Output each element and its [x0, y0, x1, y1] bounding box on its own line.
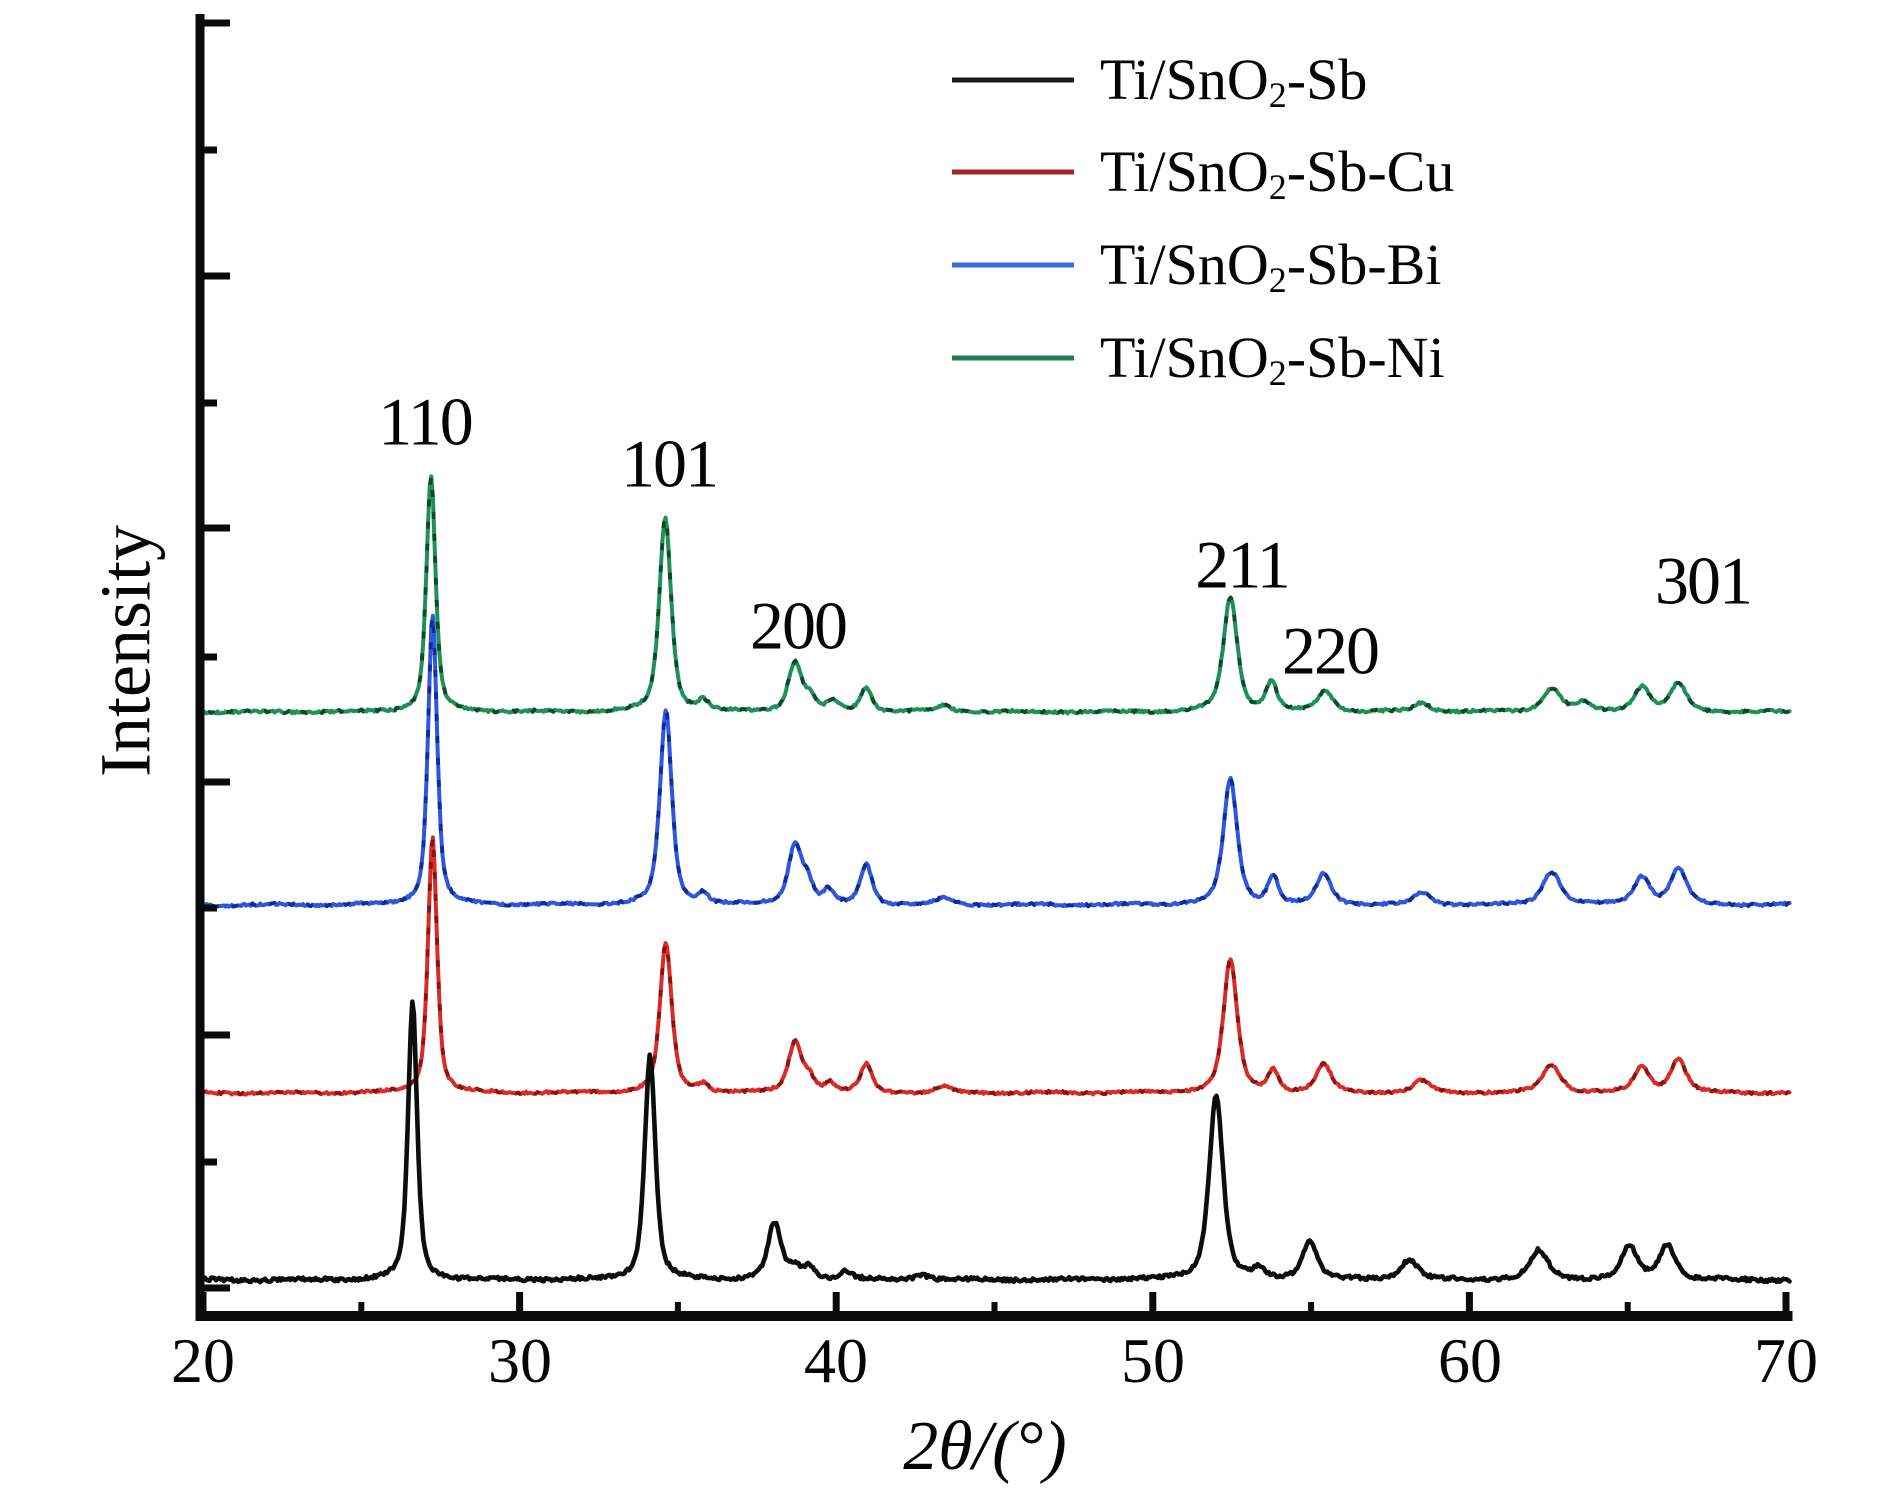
peak-label-220: 220 [1282, 612, 1380, 689]
xrd-trace-ti-sno2-sb [202, 999, 1792, 1285]
y-axis-title: Intensity [85, 525, 166, 777]
x-tick-label-50: 50 [1121, 1325, 1185, 1396]
y-minor-tick [204, 653, 217, 661]
xrd-trace-dash-ti-sno2-sb-bi [203, 613, 1790, 909]
y-minor-tick [204, 1158, 217, 1166]
y-minor-tick [204, 904, 217, 912]
y-major-tick [204, 1031, 230, 1039]
legend-line-green-icon [952, 355, 1074, 361]
x-major-tick-50 [1149, 1292, 1157, 1316]
x-tick-label-70: 70 [1754, 1325, 1818, 1396]
x-minor-tick-65 [1624, 1302, 1631, 1316]
y-major-tick [204, 524, 230, 532]
legend-item-sb-bi: Ti/SnO2-Sb-Bi [950, 232, 1442, 300]
x-tick-label-60: 60 [1438, 1325, 1502, 1396]
y-major-tick [204, 272, 230, 280]
legend-item-sb-cu: Ti/SnO2-Sb-Cu [950, 139, 1455, 207]
legend-item-sb-ni: Ti/SnO2-Sb-Ni [950, 325, 1445, 393]
peak-label-301: 301 [1655, 542, 1753, 619]
x-axis-title: 2θ/(°) [903, 1408, 1067, 1485]
x-tick-label-30: 30 [488, 1325, 552, 1396]
x-major-tick-40 [832, 1292, 840, 1316]
y-major-tick [204, 19, 230, 27]
y-minor-tick [204, 146, 217, 154]
legend-label-sb-ni: Ti/SnO2-Sb-Ni [1100, 325, 1445, 393]
legend-label-sb: Ti/SnO2-Sb [1100, 47, 1368, 115]
x-major-tick-30 [516, 1292, 524, 1316]
legend-line-blue-icon [952, 262, 1074, 268]
legend-label-sb-cu: Ti/SnO2-Sb-Cu [1100, 139, 1455, 207]
legend-item-sb: Ti/SnO2-Sb [950, 47, 1368, 115]
peak-label-200: 200 [750, 587, 848, 664]
x-minor-tick-45 [991, 1302, 998, 1316]
x-minor-tick-35 [674, 1302, 681, 1316]
x-minor-tick-25 [358, 1302, 365, 1316]
legend-line-black-icon [952, 77, 1074, 83]
x-major-tick-60 [1465, 1292, 1473, 1316]
xrd-trace-ti-sno2-sb-cu [202, 835, 1792, 1097]
legend-label-sb-bi: Ti/SnO2-Sb-Bi [1100, 232, 1442, 300]
y-axis-spine [195, 14, 205, 1321]
y-minor-tick [204, 399, 217, 407]
x-tick-label-40: 40 [804, 1325, 868, 1396]
x-minor-tick-55 [1308, 1302, 1315, 1316]
xrd-trace-ti-sno2-sb-ni [202, 474, 1792, 716]
x-major-tick-70 [1782, 1292, 1790, 1316]
x-major-tick-20 [199, 1292, 207, 1316]
peak-label-101: 101 [621, 425, 719, 502]
xrd-trace-ti-sno2-sb-bi [202, 613, 1792, 909]
y-major-tick [204, 1284, 230, 1292]
x-tick-label-20: 20 [171, 1325, 235, 1396]
peak-label-211: 211 [1195, 526, 1290, 603]
legend-line-red-icon [952, 169, 1074, 175]
peak-label-110: 110 [378, 383, 473, 460]
y-major-tick [204, 778, 230, 786]
